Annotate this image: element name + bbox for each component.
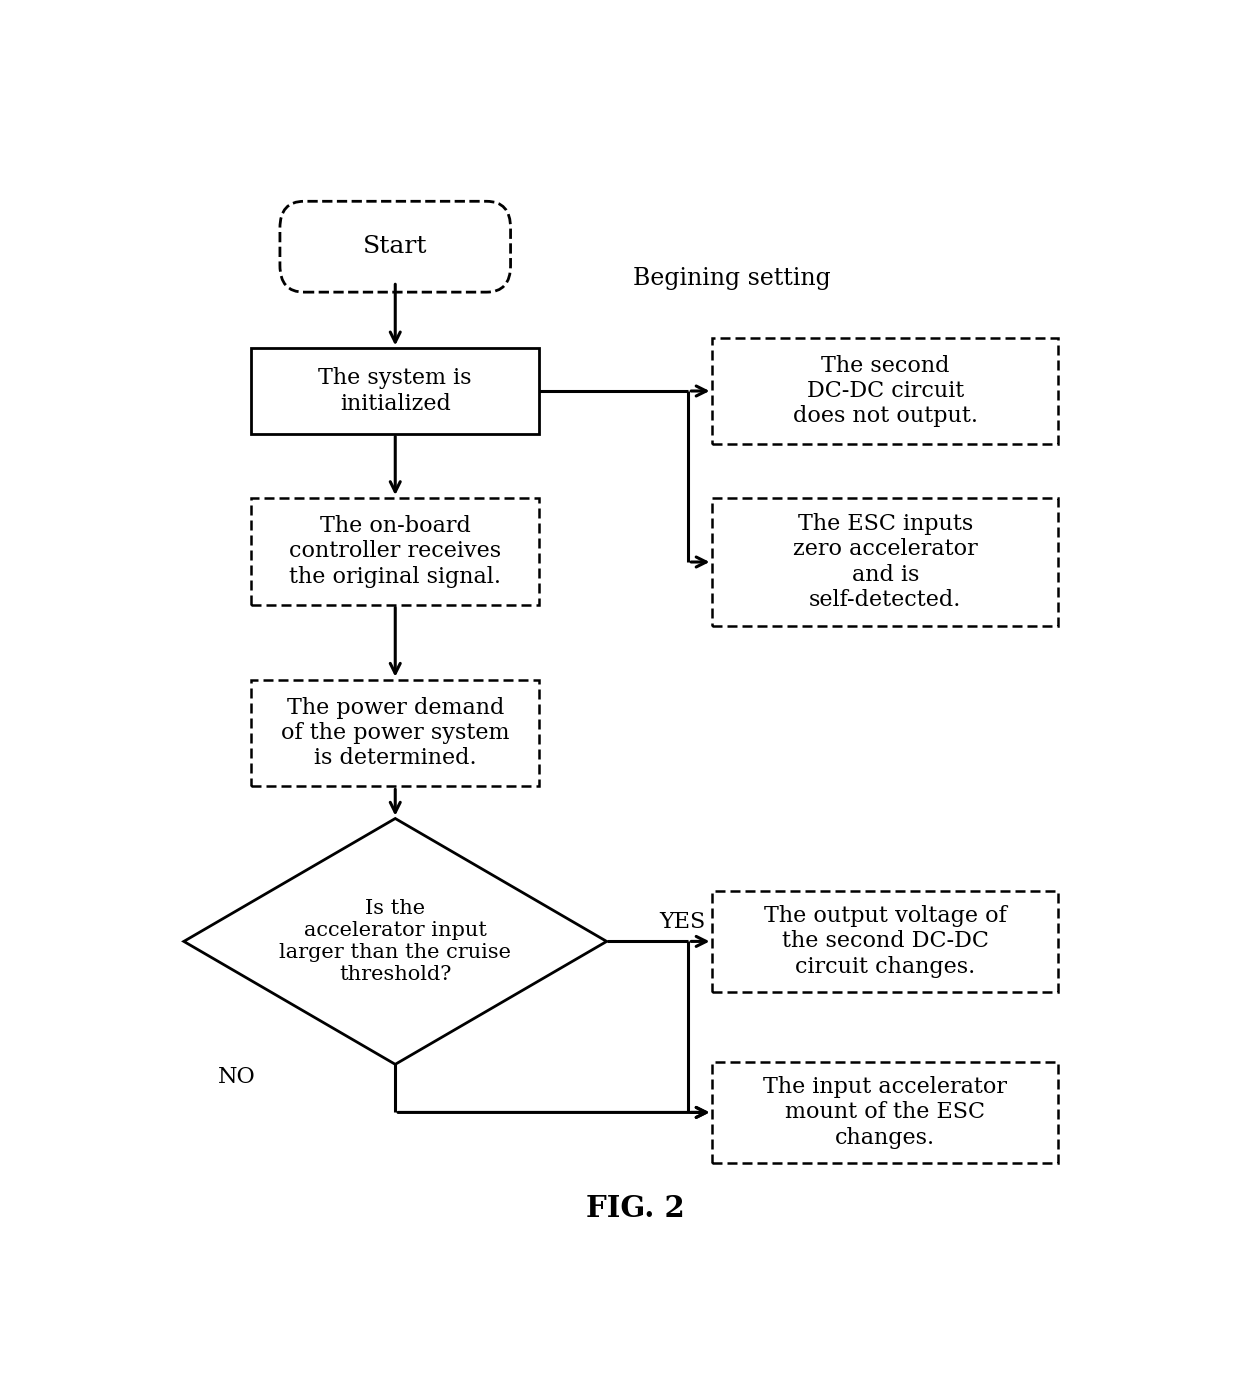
Bar [713, 337, 1059, 444]
Text: NO: NO [218, 1066, 255, 1088]
Text: The on-board
controller receives
the original signal.: The on-board controller receives the ori… [289, 515, 501, 587]
Text: FIG. 2: FIG. 2 [587, 1194, 684, 1223]
Text: Start: Start [363, 235, 428, 258]
Text: The input accelerator
mount of the ESC
changes.: The input accelerator mount of the ESC c… [764, 1076, 1007, 1149]
Bar [250, 498, 539, 605]
Text: The system is
initialized: The system is initialized [319, 368, 472, 415]
Polygon shape [184, 819, 606, 1065]
Text: Is the
accelerator input
larger than the cruise
threshold?: Is the accelerator input larger than the… [279, 899, 511, 984]
Bar [250, 680, 539, 787]
Bar [713, 498, 1059, 626]
Text: YES: YES [660, 911, 706, 933]
Bar [713, 891, 1059, 992]
FancyBboxPatch shape [280, 201, 511, 291]
Text: The output voltage of
the second DC-DC
circuit changes.: The output voltage of the second DC-DC c… [764, 905, 1007, 977]
Bar [250, 348, 539, 434]
Text: The second
DC-DC circuit
does not output.: The second DC-DC circuit does not output… [792, 354, 978, 428]
Text: The ESC inputs
zero accelerator
and is
self-detected.: The ESC inputs zero accelerator and is s… [794, 514, 977, 611]
Bar [713, 1062, 1059, 1163]
Text: Begining setting: Begining setting [632, 268, 831, 290]
Text: The power demand
of the power system
is determined.: The power demand of the power system is … [281, 697, 510, 769]
